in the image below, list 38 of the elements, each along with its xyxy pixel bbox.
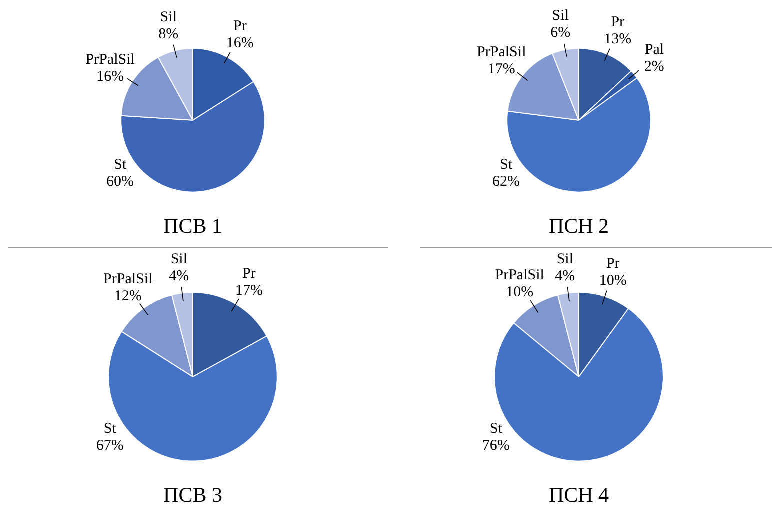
data-label: 6% xyxy=(550,25,571,42)
data-label: 16% xyxy=(96,68,124,85)
data-label: 8% xyxy=(158,26,179,43)
slice-label: Sil xyxy=(170,251,188,268)
slice-label: Sil xyxy=(556,251,574,268)
slice-label: St xyxy=(104,421,118,438)
data-label: 4% xyxy=(169,268,190,284)
slice-label: PrPalSil xyxy=(86,52,135,68)
text: ПСН 4 xyxy=(548,482,610,507)
slice-label: PrPalSil xyxy=(477,44,526,60)
data-label: 10% xyxy=(506,284,534,301)
data-label: 10% xyxy=(599,272,627,289)
text: ПСВ 1 xyxy=(164,214,222,238)
text: ПСН 2 xyxy=(548,214,610,238)
data-label: 76% xyxy=(482,438,510,454)
slice-label: Pr xyxy=(611,14,625,30)
data-label: 2% xyxy=(644,58,664,75)
data-label: 13% xyxy=(604,31,632,48)
slice-label: Pr xyxy=(233,18,247,35)
data-label: 17% xyxy=(235,282,263,299)
slice-label: Sil xyxy=(160,10,177,26)
slice-label: Pr xyxy=(606,256,620,272)
slice-label: Pal xyxy=(644,42,664,58)
data-label: 17% xyxy=(488,61,516,78)
slice-label: Sil xyxy=(552,8,569,24)
data-label: 62% xyxy=(492,174,520,190)
text: ПСВ 3 xyxy=(164,482,222,507)
slice-label: PrPalSil xyxy=(495,268,544,284)
slice-label: PrPalSil xyxy=(104,272,153,288)
slice-label: St xyxy=(490,421,504,438)
data-label: 16% xyxy=(226,36,254,52)
slice-label: Pr xyxy=(242,266,256,282)
slice-label: St xyxy=(114,157,128,174)
data-label: 12% xyxy=(114,288,142,305)
data-label: 4% xyxy=(555,268,576,284)
data-label: 67% xyxy=(96,438,124,454)
data-label: 60% xyxy=(106,174,134,190)
slice-label: St xyxy=(500,157,514,174)
